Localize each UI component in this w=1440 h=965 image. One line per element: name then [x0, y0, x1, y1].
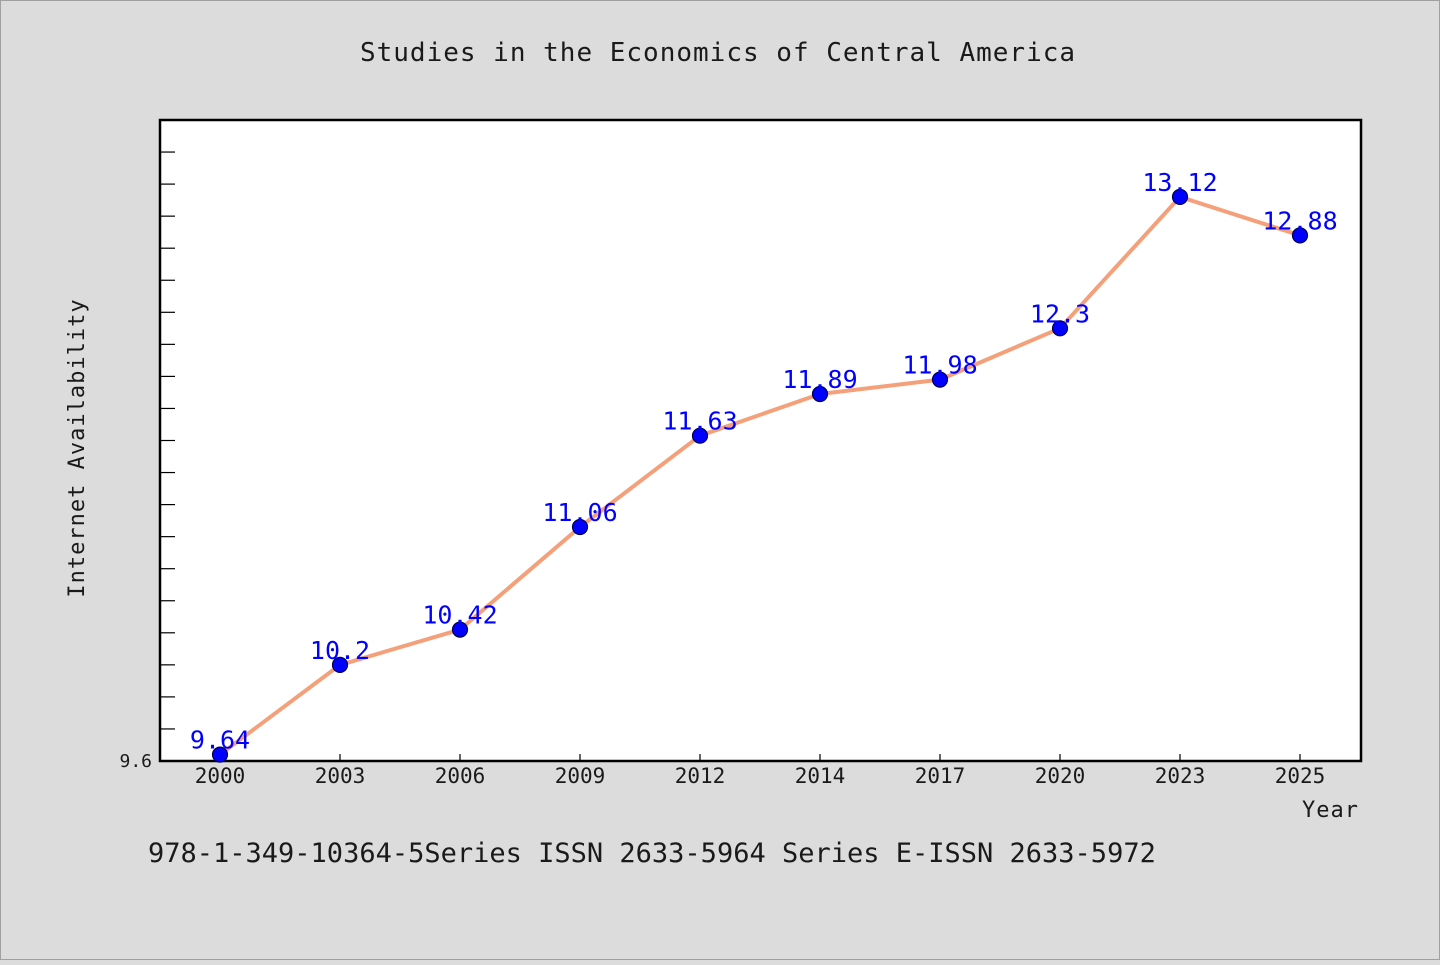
plot-area	[158, 118, 1363, 763]
x-tick-label: 2023	[1155, 764, 1206, 788]
data-point	[331, 656, 349, 674]
data-markers	[211, 188, 1309, 763]
x-tick-label: 2006	[435, 764, 486, 788]
series-line	[218, 194, 1302, 757]
data-label: 12.3	[1030, 299, 1090, 328]
data-point	[691, 427, 709, 444]
data-label: 11.98	[902, 351, 977, 380]
data-point	[931, 371, 949, 388]
x-tick-labels: 2000 2003 2006 2009 2012 2014 2017 2020 2023 2025	[195, 764, 1326, 788]
data-label: 11.89	[782, 365, 857, 394]
data-label: 10.42	[422, 601, 497, 630]
data-point	[451, 621, 469, 638]
x-tick-label: 2012	[675, 764, 726, 788]
data-point	[1051, 320, 1069, 337]
data-point	[211, 746, 229, 763]
data-label: 12.88	[1262, 206, 1337, 235]
x-tick-label: 2014	[795, 764, 846, 788]
chart-title: Studies in the Economics of Central Amer…	[360, 38, 1076, 68]
x-tick-label: 2009	[555, 764, 606, 788]
x-tick-label: 2003	[315, 764, 366, 788]
x-ticks	[219, 754, 1301, 761]
data-label: 11.63	[662, 407, 737, 436]
x-tick-label: 2017	[915, 764, 966, 788]
data-label: 11.06	[542, 498, 617, 527]
data-point	[571, 518, 589, 536]
x-tick-label: 2025	[1275, 764, 1326, 788]
data-label: 10.2	[310, 636, 370, 665]
data-label: 9.64	[190, 726, 250, 755]
data-point	[1291, 227, 1309, 244]
y-axis-label: Internet Availability	[65, 298, 90, 597]
data-label: 13.12	[1142, 168, 1217, 197]
footer-text: 978-1-349-10364-5Series ISSN 2633-5964 S…	[148, 838, 1156, 869]
data-point	[1171, 188, 1189, 205]
data-labels: 9.64 10.2 10.42 11.06 11.63 11.89 11.98 12.3 13.…	[190, 168, 1338, 755]
x-tick-label: 2020	[1035, 764, 1086, 788]
data-point	[811, 385, 829, 403]
y-minor-ticks	[160, 151, 175, 730]
x-axis-label: Year	[1302, 798, 1359, 823]
x-tick-label: 2000	[195, 764, 246, 788]
y-tick-label-min: 9.6	[119, 751, 152, 772]
